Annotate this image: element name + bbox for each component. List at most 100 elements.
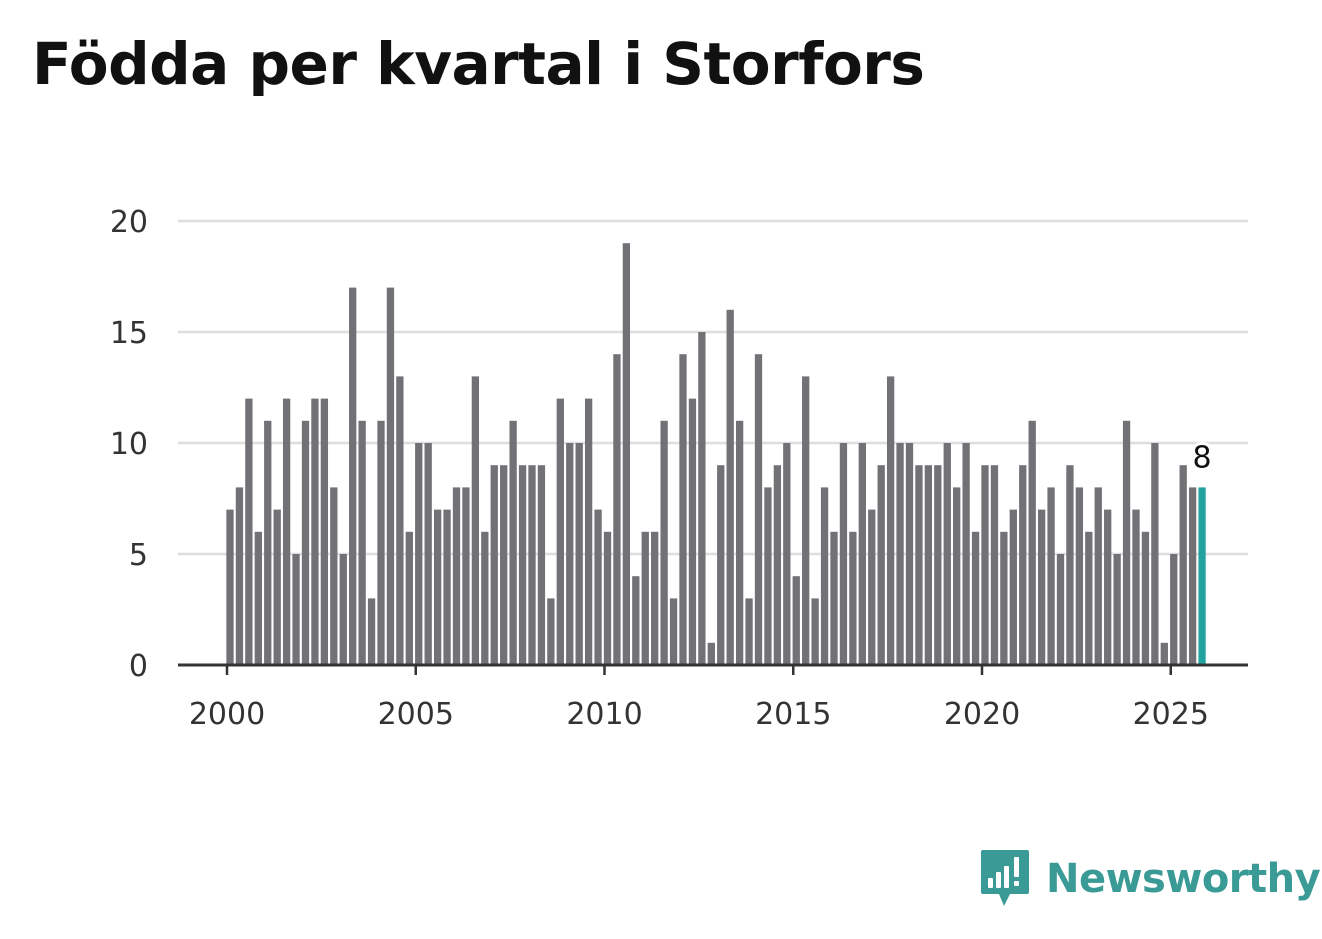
bar: [292, 554, 300, 665]
bar: [622, 243, 631, 665]
bar: [924, 465, 933, 665]
bar: [1000, 531, 1008, 665]
bar: [349, 287, 357, 665]
bar: [688, 398, 697, 665]
bar: [462, 487, 470, 665]
bar: [339, 554, 347, 665]
bar: [556, 398, 564, 665]
bar: [613, 354, 621, 665]
bar: [377, 420, 385, 665]
bar: [1037, 509, 1046, 665]
bar: [679, 354, 687, 665]
bar: [282, 398, 291, 665]
bar: [735, 420, 744, 665]
bar: [1047, 487, 1055, 665]
bar: [754, 354, 763, 665]
bar: [509, 420, 517, 665]
bar: [811, 598, 819, 665]
bar: [1132, 509, 1140, 665]
bar: [1028, 420, 1036, 665]
bar: [471, 376, 480, 665]
y-tick-label: 15: [110, 316, 148, 351]
bar: [254, 531, 262, 665]
bar: [330, 487, 338, 665]
bar: [877, 465, 885, 665]
bar: [1019, 465, 1027, 665]
bar: [452, 487, 461, 665]
bar: [934, 465, 942, 665]
x-tick-label: 2010: [566, 697, 642, 732]
bar: [641, 531, 649, 665]
bar: [839, 443, 848, 665]
highlight-value-label: 8: [1193, 440, 1212, 475]
bar: [396, 376, 404, 665]
bar: [603, 531, 612, 665]
bar: [424, 443, 432, 665]
bar: [707, 642, 715, 665]
bar: [1009, 509, 1017, 665]
bar: [698, 332, 706, 665]
bar: [594, 509, 602, 665]
y-tick-label: 0: [129, 649, 148, 684]
bar: [301, 420, 310, 665]
bar: [915, 465, 923, 665]
bar: [273, 509, 281, 665]
bar: [962, 443, 970, 665]
bar: [500, 465, 508, 665]
bar: [311, 398, 319, 665]
bar: [320, 398, 329, 665]
bar: [820, 487, 829, 665]
newsworthy-logo-icon: [981, 850, 1029, 906]
bar: [235, 487, 244, 665]
bar: [1122, 420, 1131, 665]
bar: [868, 509, 876, 665]
bar: [443, 509, 451, 665]
bar: [802, 376, 810, 665]
bar: [943, 443, 951, 665]
y-tick-label: 10: [110, 427, 148, 462]
bar: [1113, 554, 1121, 665]
x-tick-label: 2020: [944, 697, 1020, 732]
bar: [858, 443, 866, 665]
bar: [849, 531, 857, 665]
bar: [792, 576, 800, 665]
bar: [1151, 443, 1159, 665]
bar: [537, 465, 546, 665]
brand-name: Newsworthy: [1046, 856, 1321, 902]
bar: [1066, 465, 1074, 665]
bar: [971, 531, 980, 665]
bars: [226, 243, 1206, 665]
bar: [367, 598, 376, 665]
bar-chart: 0 5 10 15 20 2000 2005 2010 2015 2020 2025 8: [110, 205, 1248, 732]
bar: [1075, 487, 1084, 665]
bar: [632, 576, 640, 665]
bar: [358, 420, 366, 665]
bar: [584, 398, 593, 665]
bar: [783, 443, 791, 665]
bar: [415, 443, 423, 665]
bar: [575, 443, 583, 665]
bar: [896, 443, 904, 665]
bar: [745, 598, 753, 665]
bar: [717, 465, 725, 665]
bar: [669, 598, 678, 665]
bar: [1056, 554, 1065, 665]
bar: [905, 443, 914, 665]
bar: [886, 376, 895, 665]
bar: [660, 420, 668, 665]
bar: [764, 487, 772, 665]
bar: [726, 309, 734, 665]
bar: [1104, 509, 1112, 665]
bar: [433, 509, 442, 665]
x-tick-label: 2005: [378, 697, 454, 732]
bar: [1179, 465, 1187, 665]
brand[interactable]: Newsworthy: [980, 848, 1321, 910]
bar: [481, 531, 489, 665]
y-tick-label: 5: [129, 538, 148, 573]
bar: [566, 443, 574, 665]
bar: [1141, 531, 1150, 665]
bar: [490, 465, 498, 665]
bar: [547, 598, 555, 665]
bar: [830, 531, 838, 665]
bar: [405, 531, 413, 665]
